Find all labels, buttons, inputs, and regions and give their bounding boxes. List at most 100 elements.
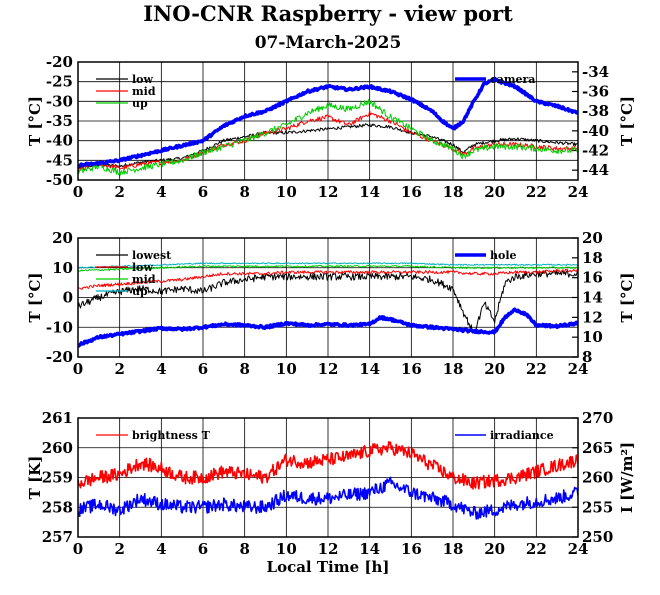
y-tick-label: -45	[46, 151, 73, 169]
legend-label: up	[132, 285, 148, 298]
plot-frame	[77, 61, 579, 181]
y2-tick-label: 260	[582, 469, 613, 487]
y-tick-label: 260	[42, 439, 73, 457]
series-group	[78, 76, 578, 176]
series-line-irradiance	[78, 476, 578, 520]
x-tick-label: 2	[114, 540, 124, 558]
x-tick-label: 18	[443, 540, 464, 558]
y2-tick-label: 265	[582, 439, 613, 457]
y-tick-label: 258	[42, 498, 73, 516]
y-tick-label: 10	[52, 259, 73, 277]
series-line-hole	[78, 307, 578, 348]
x-tick-label: 20	[484, 183, 505, 201]
legend-label: up	[132, 97, 148, 110]
y2-tick-label: 270	[582, 409, 613, 427]
x-tick-label: 6	[198, 183, 208, 201]
x-tick-label: 10	[276, 183, 297, 201]
y-tick-label: -30	[46, 92, 73, 110]
y2-axis-label: T [°C]	[618, 96, 636, 146]
y-tick-label: -50	[46, 171, 73, 189]
x-tick-label: 18	[443, 360, 464, 378]
x-tick-label: 16	[401, 360, 422, 378]
y-tick-label: -40	[46, 132, 73, 150]
y2-tick-label: -38	[582, 102, 609, 120]
legend-label: mid	[132, 273, 156, 286]
series-group	[78, 441, 578, 520]
x-tick-label: 24	[568, 183, 589, 201]
y-axis-label: T [°C]	[26, 272, 44, 322]
y2-tick-label: -42	[582, 142, 609, 160]
y-tick-label: 261	[42, 409, 73, 427]
plot-frame	[77, 237, 579, 358]
y-tick-label: -20	[46, 348, 73, 366]
x-tick-label: 8	[239, 183, 249, 201]
x-tick-label: 14	[359, 183, 380, 201]
legend-label: brightness T	[132, 429, 211, 442]
y2-axis-label: I [W/m²]	[618, 442, 636, 513]
y-tick-label: -20	[46, 53, 73, 71]
x-tick-label: 2	[114, 360, 124, 378]
panel-3: 0 2 4 6 8 10 12 14 16 18 20 22 242572582592602612502…	[26, 409, 636, 558]
series-line-up	[78, 98, 578, 176]
legend-label: mid	[132, 85, 156, 98]
series-line-mid	[78, 264, 578, 272]
x-tick-label: 20	[484, 540, 505, 558]
legend-label: lowest	[132, 249, 172, 262]
y-tick-label: 259	[42, 469, 73, 487]
x-tick-label: 14	[359, 360, 380, 378]
chart-subtitle: 07-March-2025	[255, 33, 402, 53]
y-tick-label: 0	[63, 289, 73, 307]
series-line-low	[78, 268, 578, 290]
y2-tick-label: 18	[582, 249, 603, 267]
plot-frame	[77, 417, 579, 538]
series-line-low	[78, 123, 578, 170]
y2-tick-label: 255	[582, 498, 613, 516]
series-line-up	[78, 262, 578, 269]
x-tick-label: 16	[401, 183, 422, 201]
x-tick-label: 0	[73, 540, 83, 558]
y-tick-label: 20	[52, 229, 73, 247]
x-tick-label: 22	[526, 540, 547, 558]
x-tick-label: 10	[276, 360, 297, 378]
legend-label: hole	[490, 249, 517, 262]
y2-tick-label: -40	[582, 122, 609, 140]
y2-tick-label: 10	[582, 328, 603, 346]
x-tick-label: 8	[239, 540, 249, 558]
y2-tick-label: 20	[582, 229, 603, 247]
x-tick-label: 4	[156, 360, 166, 378]
y-tick-label: -35	[46, 112, 73, 130]
y2-tick-label: 8	[582, 348, 592, 366]
panel-1: 0 2 4 6 8 10 12 14 16 18 20 22 24-50-45-40-35-30-25-…	[26, 53, 636, 201]
x-tick-label: 20	[484, 360, 505, 378]
y2-tick-label: -44	[582, 161, 609, 179]
series-line-brightness-T	[78, 441, 578, 490]
y2-tick-label: -34	[582, 63, 609, 81]
x-tick-label: 8	[239, 360, 249, 378]
x-tick-label: 2	[114, 183, 124, 201]
x-tick-label: 6	[198, 540, 208, 558]
y-axis-label: T [°C]	[26, 96, 44, 146]
series-group	[78, 262, 578, 348]
x-tick-label: 6	[198, 360, 208, 378]
x-tick-label: 24	[568, 540, 589, 558]
y2-tick-label: 14	[582, 289, 603, 307]
x-tick-label: 16	[401, 540, 422, 558]
x-tick-label: 24	[568, 360, 589, 378]
x-tick-label: 0	[73, 183, 83, 201]
panel-2: 0 2 4 6 8 10 12 14 16 18 20 22 24-20-100102081012141…	[26, 229, 636, 378]
legend-label: low	[132, 261, 154, 274]
x-tick-label: 0	[73, 360, 83, 378]
x-axis-label: Local Time [h]	[267, 558, 390, 576]
legend-label: low	[132, 73, 154, 86]
y2-tick-label: 12	[582, 308, 603, 326]
y-tick-label: -25	[46, 73, 73, 91]
y-tick-label: -10	[46, 318, 73, 336]
y-axis-label: T [K]	[26, 456, 44, 500]
chart-title: INO-CNR Raspberry - view port	[143, 1, 513, 26]
x-tick-label: 22	[526, 183, 547, 201]
x-tick-label: 4	[156, 540, 166, 558]
x-tick-label: 22	[526, 360, 547, 378]
x-tick-label: 12	[318, 360, 339, 378]
y2-axis-label: T [°C]	[618, 272, 636, 322]
